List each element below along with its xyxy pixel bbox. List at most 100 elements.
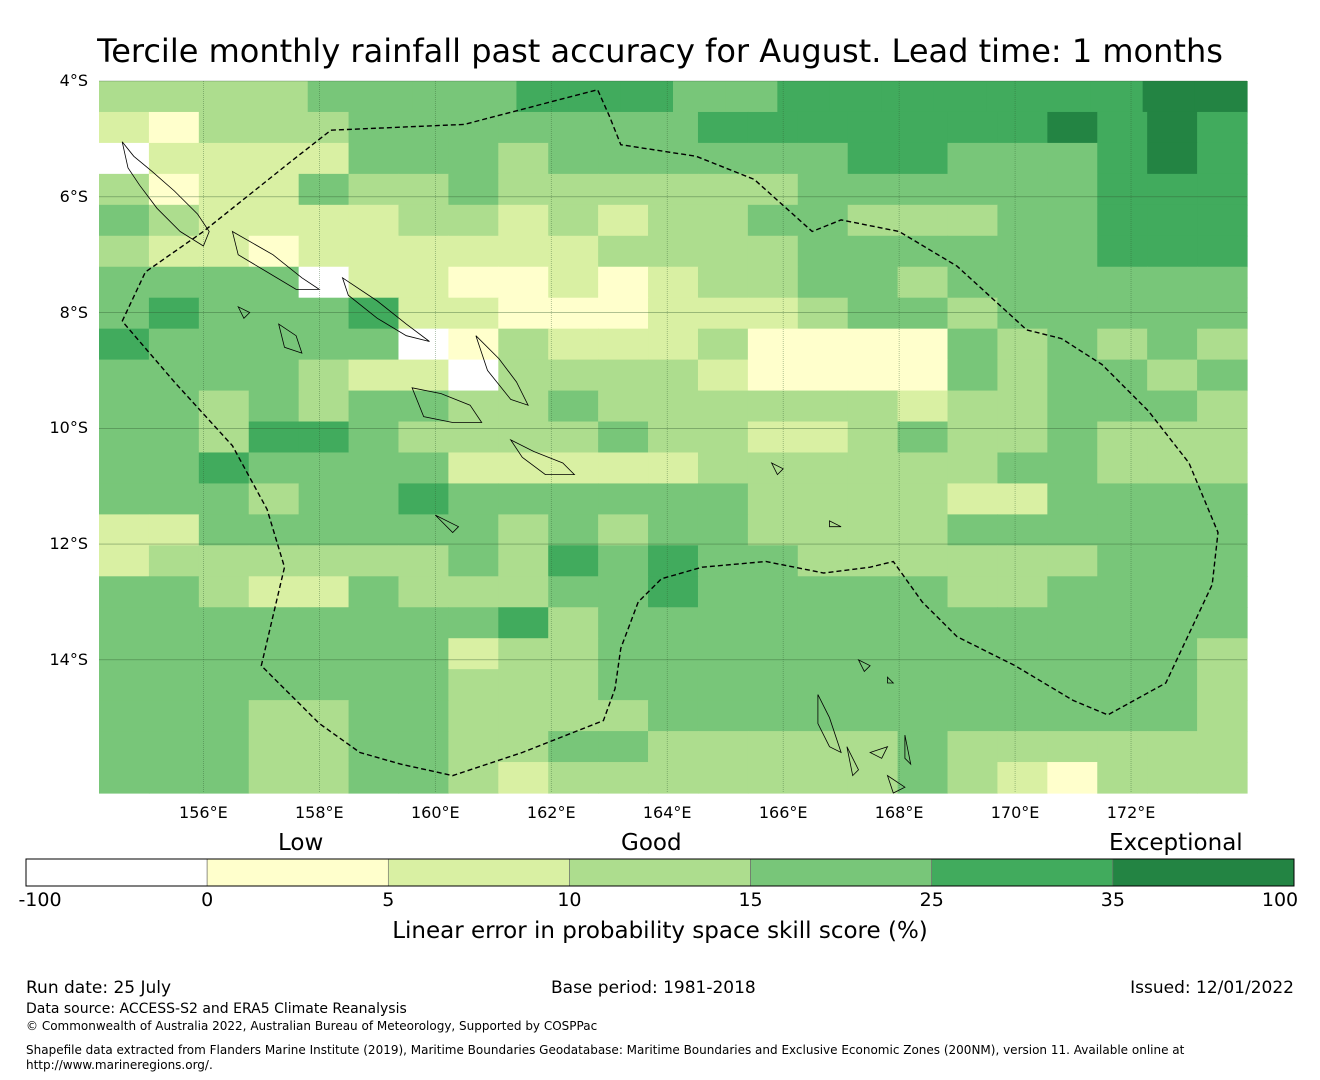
skill-cell xyxy=(847,328,899,361)
skill-cell xyxy=(1197,421,1248,454)
coastlines xyxy=(121,141,912,794)
skill-cell xyxy=(148,545,200,577)
skill-cell xyxy=(498,514,549,546)
skill-cell xyxy=(847,266,899,299)
skill-cell xyxy=(598,576,649,608)
skill-cell xyxy=(1047,638,1098,670)
skill-cell xyxy=(947,514,999,546)
skill-cell xyxy=(498,607,549,639)
skill-cell xyxy=(99,545,150,577)
skill-cell xyxy=(1097,483,1148,515)
skill-cell xyxy=(448,452,499,485)
skill-cell xyxy=(398,142,449,175)
colorbar xyxy=(25,858,1295,887)
skill-cell xyxy=(1047,235,1098,268)
skill-cell xyxy=(298,421,350,454)
skill-cell xyxy=(1097,762,1148,794)
skill-cell xyxy=(99,514,150,546)
skill-cell xyxy=(348,514,400,546)
skill-cell xyxy=(947,731,999,763)
colorbar-segment xyxy=(206,858,389,887)
skill-cell xyxy=(881,81,935,113)
skill-cell xyxy=(648,669,699,701)
skill-cell xyxy=(648,266,699,299)
graticule xyxy=(99,80,1247,793)
skill-cell xyxy=(1197,762,1248,794)
skill-cell xyxy=(829,81,883,113)
skill-cell xyxy=(747,514,799,546)
skill-cell xyxy=(99,359,150,392)
skill-cell xyxy=(997,576,1048,608)
skill-cell xyxy=(1197,204,1248,237)
skill-cell xyxy=(298,359,350,392)
skill-cell xyxy=(697,421,749,454)
skill-cell xyxy=(348,142,400,175)
skill-cell xyxy=(648,483,699,515)
skill-cell xyxy=(747,452,799,485)
colorbar-segment xyxy=(1112,858,1295,887)
skill-cell xyxy=(598,204,649,237)
latitude-label: 4°S xyxy=(59,71,88,90)
skill-cell xyxy=(498,421,549,454)
skill-cell xyxy=(498,669,549,701)
skill-cell xyxy=(1147,762,1198,794)
skill-cell xyxy=(947,235,999,268)
skill-cell xyxy=(398,514,449,546)
skill-cell xyxy=(198,235,250,268)
skill-cell xyxy=(847,514,899,546)
skill-cell xyxy=(348,545,400,577)
skill-cell xyxy=(348,669,400,701)
skill-cell xyxy=(1097,700,1148,732)
skill-cell xyxy=(648,638,699,670)
skill-cell xyxy=(897,452,949,485)
skill-cell xyxy=(673,81,726,113)
skill-cell xyxy=(1047,111,1098,144)
island-outline xyxy=(341,276,430,342)
skill-cell xyxy=(947,111,999,144)
skill-cell xyxy=(648,111,699,144)
skill-cell xyxy=(697,607,749,639)
skill-cell xyxy=(847,111,899,144)
skill-cell xyxy=(598,669,649,701)
skill-cell xyxy=(298,235,350,268)
skill-cell xyxy=(448,483,499,515)
skill-cell xyxy=(897,359,949,392)
skill-cell xyxy=(498,142,549,175)
skill-cell xyxy=(398,483,449,515)
skill-cell xyxy=(598,514,649,546)
skill-cell xyxy=(298,142,350,175)
skill-cell xyxy=(1197,669,1248,701)
skill-cell xyxy=(997,731,1048,763)
colorbar-segment xyxy=(931,858,1114,887)
island-outline xyxy=(435,514,460,534)
skill-cell xyxy=(847,359,899,392)
island-outline xyxy=(904,735,912,766)
skill-cell xyxy=(148,576,200,608)
skill-cell xyxy=(697,328,749,361)
skill-cell xyxy=(148,731,200,763)
skill-cell xyxy=(797,142,849,175)
skill-cell xyxy=(398,173,449,206)
skill-cell xyxy=(1097,297,1148,330)
colorbar-segment xyxy=(750,858,933,887)
skill-cell xyxy=(648,700,699,732)
skill-cell xyxy=(847,235,899,268)
skill-cell xyxy=(1194,81,1248,113)
skill-cell xyxy=(1147,607,1198,639)
skill-cell xyxy=(697,638,749,670)
skill-cell xyxy=(548,421,599,454)
skill-cell xyxy=(298,390,350,423)
skill-cell xyxy=(648,762,699,794)
skill-cell xyxy=(516,81,570,113)
skill-cell xyxy=(997,452,1048,485)
skill-cell xyxy=(697,483,749,515)
colorbar-segment xyxy=(25,858,208,887)
skill-cell xyxy=(298,173,350,206)
run-date: Run date: 25 July xyxy=(26,978,172,998)
skill-cell xyxy=(897,421,949,454)
skill-cell xyxy=(398,297,449,330)
skill-cell xyxy=(847,669,899,701)
skill-cell xyxy=(548,731,599,763)
skill-cell xyxy=(348,607,400,639)
skill-cell xyxy=(1097,669,1148,701)
